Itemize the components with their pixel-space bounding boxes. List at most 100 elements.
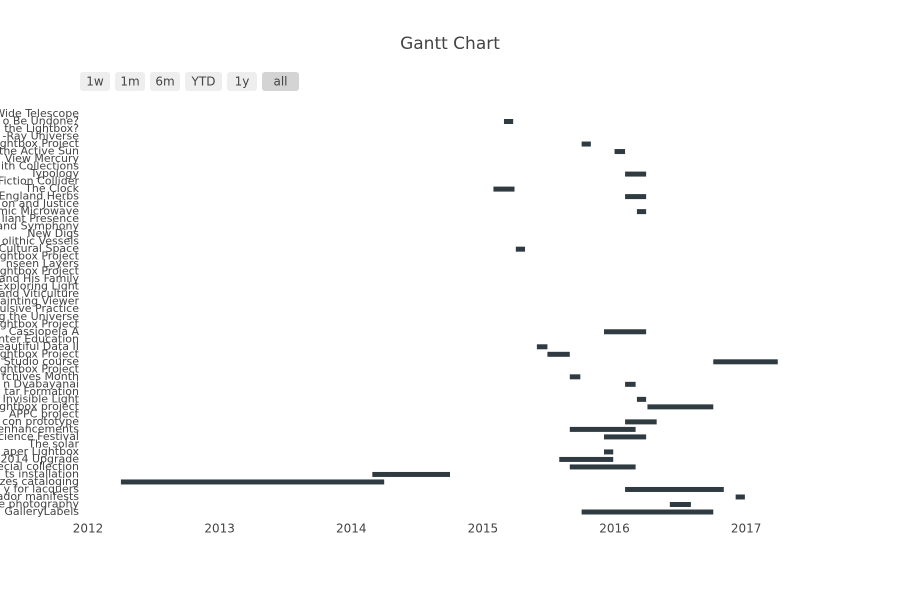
- y-tick-label: eautiful Data II: [0, 340, 79, 353]
- gantt-bar: [625, 194, 647, 200]
- y-tick-label: ghtbox Project: [0, 137, 80, 150]
- y-tick-label: cience Festival: [0, 430, 79, 443]
- range-button[interactable]: [262, 72, 299, 91]
- y-tick-label: Cultural Space: [0, 242, 79, 255]
- y-tick-label: the Lightbox?: [4, 122, 79, 135]
- gantt-bar: [569, 374, 581, 380]
- y-tick-label: aper Lightbox: [3, 445, 79, 458]
- y-tick-label: -Ray Universe: [3, 130, 80, 143]
- gantt-bar: [569, 426, 636, 432]
- y-tick-label: The Clock: [24, 182, 79, 195]
- y-tick-label: ghtbox Project: [0, 250, 80, 263]
- y-tick-label: Wide Telescope: [0, 107, 79, 120]
- gantt-bar: [503, 119, 514, 125]
- y-tick-label: nseen Layers: [6, 257, 79, 270]
- range-button-label[interactable]: 6m: [155, 75, 174, 89]
- gantt-bar: [493, 186, 515, 192]
- y-tick-label: liant Presence: [2, 212, 80, 225]
- gantt-bar: [547, 351, 570, 357]
- gantt-bar: [647, 404, 714, 410]
- y-tick-label: Invisible Light: [3, 392, 80, 405]
- y-tick-label: con prototype: [2, 415, 79, 428]
- gantt-bar: [713, 359, 778, 365]
- x-tick-label: 2012: [73, 522, 104, 536]
- gantt-bar: [636, 209, 647, 215]
- range-button-label[interactable]: 1w: [86, 75, 104, 89]
- y-tick-label: New Digs: [27, 227, 79, 240]
- gantt-bar: [559, 456, 614, 462]
- y-tick-label: the Active Sun: [0, 145, 79, 158]
- gantt-bar: [625, 381, 636, 387]
- y-tick-label: g the Universe: [0, 310, 79, 323]
- gantt-bar: [604, 329, 647, 335]
- x-tick-label: 2017: [731, 522, 762, 536]
- gantt-bar: [625, 419, 657, 425]
- y-tick-label: ith Collections: [1, 160, 79, 173]
- y-tick-label: enhancements: [0, 422, 79, 435]
- y-tick-label: o Be Undone?: [3, 115, 80, 128]
- gantt-bar: [372, 471, 450, 477]
- range-button-label[interactable]: YTD: [191, 75, 216, 89]
- y-tick-label: ghtbox project: [0, 400, 80, 413]
- y-tick-label: England Herbs: [0, 190, 79, 203]
- y-tick-label: olithic Vessels: [2, 235, 79, 248]
- y-tick-label: ghtbox Project: [0, 347, 80, 360]
- y-tick-label: zes cataloging: [0, 475, 79, 488]
- chart-title: Gantt Chart: [400, 34, 500, 54]
- y-tick-label: Studio course: [4, 355, 80, 368]
- gantt-bar: [735, 494, 745, 500]
- y-tick-label: ulsive Practice: [0, 302, 79, 315]
- x-tick-label: 2016: [599, 522, 630, 536]
- range-button[interactable]: [80, 72, 110, 91]
- gantt-bar: [581, 141, 591, 147]
- y-tick-label: ghtbox Project: [0, 362, 80, 375]
- y-tick-label: ghtbox Project: [0, 265, 80, 278]
- gantt-bar: [604, 449, 614, 455]
- range-button-label[interactable]: all: [273, 75, 287, 89]
- gantt-bar: [636, 396, 647, 402]
- y-tick-label: nter Education: [0, 332, 79, 345]
- y-tick-label: ghtbox Project: [0, 317, 80, 330]
- y-tick-label: The solar: [27, 437, 79, 450]
- y-tick-label: e photography: [0, 497, 79, 510]
- gantt-bar: [569, 464, 636, 470]
- gantt-bar: [536, 344, 548, 350]
- y-tick-label: y for lacquers: [4, 482, 80, 495]
- gantt-bar: [669, 501, 691, 507]
- range-button[interactable]: [185, 72, 222, 91]
- gantt-bar: [625, 171, 647, 177]
- range-button[interactable]: [115, 72, 145, 91]
- x-tick-label: 2014: [336, 522, 367, 536]
- range-button[interactable]: [150, 72, 180, 91]
- y-tick-label: on and Justice: [1, 197, 79, 210]
- y-tick-label: 2014 Upgrade: [0, 452, 79, 465]
- y-tick-label: tar Formation: [4, 385, 79, 398]
- range-button-label[interactable]: 1y: [235, 75, 250, 89]
- y-tick-label: and Viticulture: [0, 287, 79, 300]
- gantt-bar: [581, 509, 714, 515]
- y-tick-label: Typology: [29, 167, 79, 180]
- y-tick-label: View Mercury: [5, 152, 80, 165]
- y-tick-label: Cassiopeia A: [9, 325, 80, 338]
- y-tick-label: ainting Viewer: [0, 295, 79, 308]
- y-tick-label: mic Microwave: [0, 205, 79, 218]
- y-tick-label: Exploring Light: [0, 280, 80, 293]
- y-tick-label: ecial collection: [0, 460, 79, 473]
- y-tick-label: rchives Month: [2, 370, 79, 383]
- range-button[interactable]: [227, 72, 257, 91]
- gantt-bar: [604, 434, 647, 440]
- y-tick-label: Fiction Collider: [0, 175, 79, 188]
- gantt-bar: [515, 246, 526, 252]
- gantt-bar: [625, 486, 724, 492]
- gantt-bar: [120, 479, 385, 485]
- y-tick-label: APPC project: [9, 407, 80, 420]
- x-tick-label: 2015: [468, 522, 499, 536]
- y-tick-label: n Dvabayanai: [3, 377, 79, 390]
- y-tick-label: and Symphony: [0, 220, 79, 233]
- y-tick-label: GalleryLabels: [4, 505, 79, 518]
- y-tick-label: ts installation: [5, 467, 79, 480]
- range-button-label[interactable]: 1m: [120, 75, 139, 89]
- y-tick-label: and His Family: [0, 272, 79, 285]
- x-tick-label: 2013: [204, 522, 235, 536]
